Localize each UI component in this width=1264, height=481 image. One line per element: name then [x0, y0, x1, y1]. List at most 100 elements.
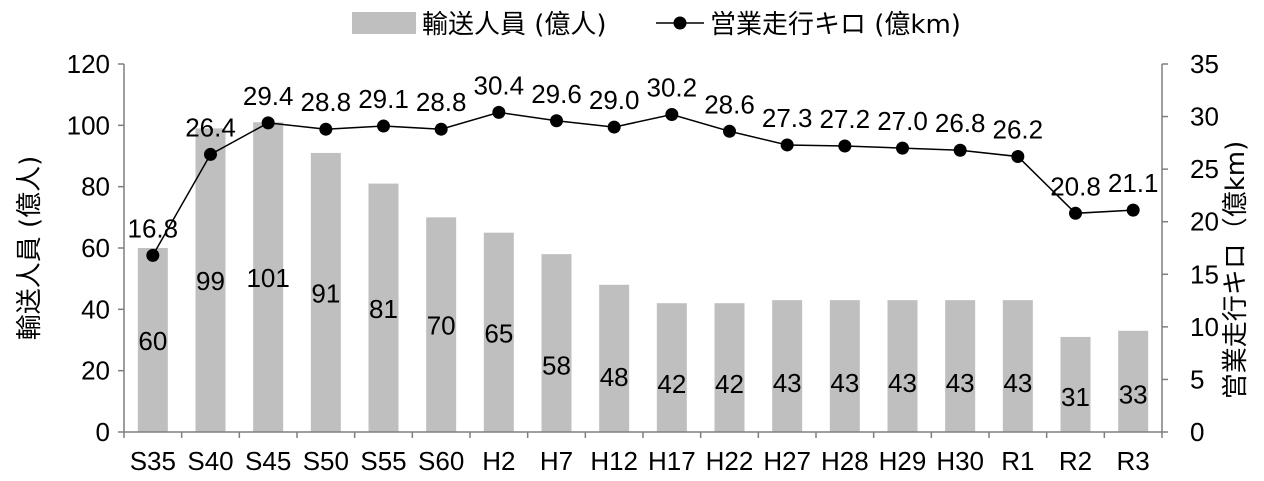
bar-value-label: 70	[427, 311, 456, 341]
legend-line-marker	[673, 16, 687, 30]
line-point-R2	[1069, 206, 1082, 220]
x-tick-label: H30	[936, 446, 984, 476]
legend-bar-label: 輸送人員 (億人)	[422, 10, 607, 40]
bar-value-label: 31	[1061, 382, 1090, 412]
bar-value-label: 43	[888, 368, 917, 398]
bar-H30	[945, 300, 976, 432]
bar-value-label: 48	[600, 362, 629, 392]
x-tick-label: H17	[648, 446, 696, 476]
line-series	[146, 105, 1140, 262]
x-tick-label: R2	[1059, 446, 1092, 476]
bar-value-label: 65	[484, 318, 513, 348]
x-tick-label: H28	[821, 446, 869, 476]
legend-bar-swatch	[352, 12, 416, 34]
legend: 輸送人員 (億人) 営業走行キロ (億km)	[352, 10, 961, 40]
line-value-label: 27.2	[820, 104, 871, 134]
line-point-S40	[204, 147, 217, 161]
x-tick-label: S50	[303, 446, 349, 476]
y-right-tick-label: 5	[1190, 364, 1204, 394]
y-right-tick-label: 0	[1190, 417, 1204, 447]
y-left-tick-label: 60	[81, 233, 110, 263]
line-value-label: 26.8	[935, 108, 986, 138]
line-point-R3	[1126, 203, 1140, 217]
bar-S35	[137, 248, 168, 432]
bar-R3	[1118, 330, 1149, 432]
bar-H7	[541, 254, 572, 432]
x-tick-label: S55	[360, 446, 406, 476]
bar-S45	[253, 122, 284, 433]
bar-value-label: 81	[369, 294, 398, 324]
line-value-label: 26.4	[185, 112, 236, 142]
line-value-label: 28.6	[704, 89, 755, 119]
x-tick-label: S45	[245, 446, 291, 476]
line-point-H27	[780, 138, 794, 152]
line-value-label: 26.2	[993, 115, 1044, 145]
bar-value-label: 43	[830, 368, 859, 398]
x-tick-label: S35	[130, 446, 176, 476]
line-value-label: 27.3	[762, 103, 813, 133]
y-left-tick-label: 0	[96, 417, 110, 447]
line-point-H7	[550, 114, 563, 128]
bar-H29	[887, 300, 918, 432]
x-tick-label: H22	[706, 446, 754, 476]
data-labels: 60 99 101 91 81 70 65 58 48 42 42 43 43 43 43 43 31 33 16.…	[128, 70, 1159, 412]
bar-value-label: 43	[1003, 368, 1032, 398]
bar-value-label: 58	[542, 350, 571, 380]
y-left-tick-label: 120	[67, 49, 110, 79]
line-point-S55	[377, 119, 390, 133]
bar-value-label: 42	[715, 369, 744, 399]
line-value-label: 21.1	[1108, 168, 1159, 198]
line-point-H30	[953, 143, 967, 157]
y-right-tick-label: 10	[1190, 312, 1219, 342]
bar-S40	[195, 128, 226, 432]
bar-series	[137, 122, 1149, 433]
bar-H27	[772, 300, 803, 432]
line-value-label: 29.1	[358, 84, 409, 114]
y-right-tick-label: 30	[1190, 102, 1219, 132]
bar-value-label: 43	[946, 368, 975, 398]
axes: 0 20 40 60 80 100 120 0 5 10 15 20 25 30 35 S35 S40 S45 S5…	[67, 49, 1219, 476]
bar-H17	[656, 303, 687, 432]
x-tick-label: S40	[187, 446, 233, 476]
bar-value-label: 99	[196, 266, 225, 296]
line-value-label: 28.8	[416, 87, 467, 117]
line-value-label: 28.8	[301, 87, 352, 117]
x-tick-label: R3	[1117, 446, 1150, 476]
bar-S60	[426, 217, 457, 432]
bar-value-label: 101	[246, 263, 289, 293]
y-left-tick-label: 100	[67, 110, 110, 140]
bar-value-label: 91	[311, 278, 340, 308]
line-value-label: 16.8	[128, 213, 179, 243]
line-point-H2	[492, 105, 506, 119]
x-tick-label: H2	[482, 446, 515, 476]
line-point-H28	[838, 139, 852, 153]
line-point-S50	[319, 122, 333, 136]
line-path	[152, 111, 1134, 256]
y-right-tick-label: 20	[1190, 207, 1219, 237]
y-left-tick-label: 40	[81, 294, 110, 324]
x-tick-label: H12	[590, 446, 638, 476]
line-value-label: 29.0	[589, 85, 640, 115]
line-point-S45	[261, 116, 275, 130]
x-tick-label: H7	[540, 446, 573, 476]
line-point-H22	[723, 124, 736, 138]
line-value-label: 30.4	[474, 70, 525, 100]
legend-line-label: 営業走行キロ (億km)	[710, 10, 961, 40]
line-value-label: 29.4	[243, 81, 294, 111]
y-left-tick-label: 80	[81, 172, 110, 202]
x-tick-label: S60	[418, 446, 464, 476]
bar-S55	[368, 183, 399, 432]
line-point-S35	[146, 248, 160, 262]
line-point-H17	[665, 107, 679, 121]
line-point-S60	[434, 122, 448, 136]
bar-value-label: 33	[1119, 380, 1148, 410]
line-point-H12	[607, 120, 621, 134]
bar-H12	[599, 284, 630, 432]
y-axis-right-title: 営業走行キロ（億km)	[1221, 141, 1251, 400]
x-tick-label: H29	[879, 446, 927, 476]
bar-H2	[483, 232, 514, 432]
x-tick-label: H27	[763, 446, 811, 476]
line-value-label: 30.2	[647, 72, 698, 102]
